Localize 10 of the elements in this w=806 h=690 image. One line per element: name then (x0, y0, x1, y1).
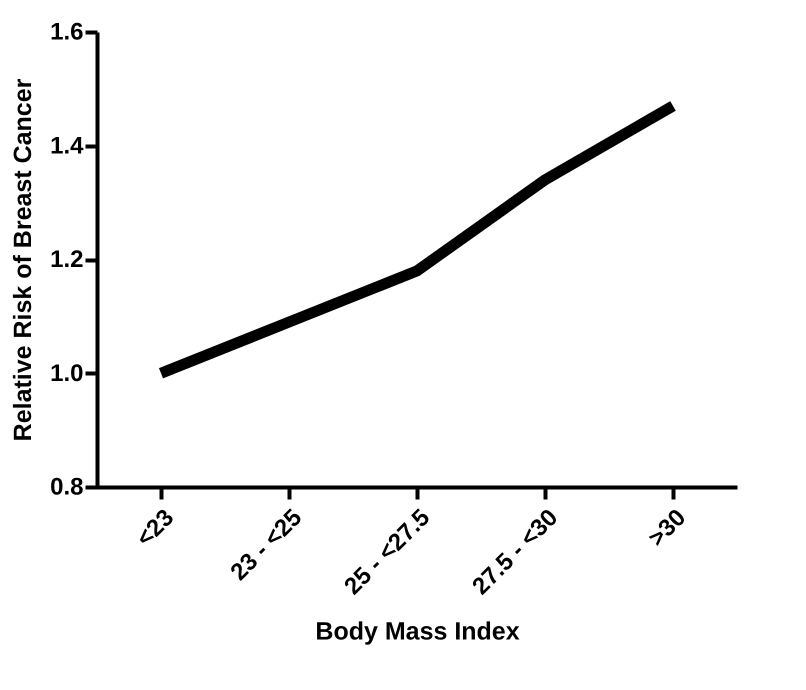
x-tick-label: <23 (131, 504, 180, 552)
y-tick-label: 1.2 (50, 246, 84, 273)
x-axis-title: Body Mass Index (315, 617, 520, 646)
y-tick-label: 1.6 (50, 18, 84, 46)
y-tick-label: 1.4 (50, 132, 84, 160)
y-tick-label: 0.8 (50, 474, 84, 500)
y-tick-label: 1.0 (50, 360, 84, 387)
x-tick-label: 23 - <25 (225, 504, 308, 586)
y-axis-title: Relative Risk of Breast Cancer (9, 78, 38, 442)
x-tick-label: >30 (643, 504, 692, 552)
